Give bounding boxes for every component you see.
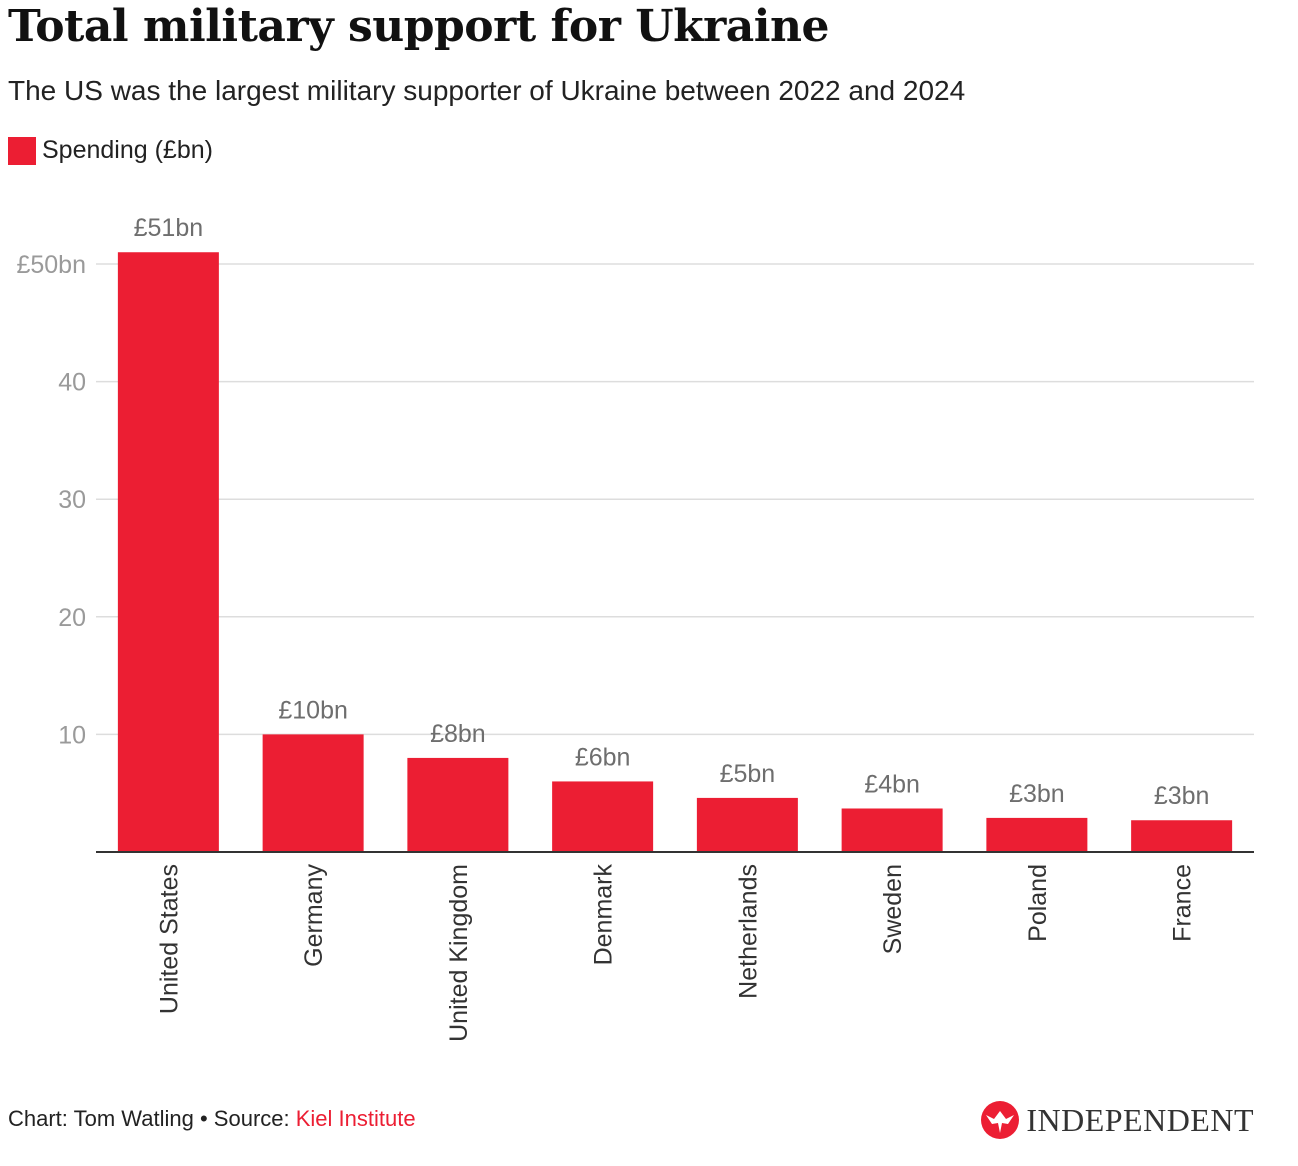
chart-credit: Chart: Tom Watling [8,1106,194,1131]
bar [117,252,219,853]
brand-name: INDEPENDENT [1026,1101,1254,1138]
bar-value-label: £4bn [864,770,920,798]
y-tick-label: £50bn [16,251,86,279]
source-prefix: Source: [213,1106,290,1131]
bar [407,757,509,852]
chart-title: Total military support for Ukraine [8,1,830,52]
y-tick-label: 40 [58,369,86,397]
legend-swatch [8,136,36,165]
legend-label: Spending (£bn) [42,136,213,164]
x-category-label: France [1169,864,1197,942]
bar [841,808,943,852]
x-category-label: Denmark [590,864,618,966]
footer: Chart: Tom Watling • Source: Kiel Instit… [8,1106,416,1132]
x-category-label: Germany [300,864,328,967]
eagle-logo-icon [981,1101,1020,1139]
bar-value-label: £3bn [1154,782,1210,810]
y-tick-label: 20 [58,604,86,632]
y-tick-label: 10 [58,721,86,749]
bar-value-label: £6bn [575,743,631,771]
y-tick-label: 30 [58,486,86,514]
brand-logo: INDEPENDENT [980,1100,1254,1140]
bar-value-label: £10bn [278,696,348,724]
x-category-label: Netherlands [734,864,762,999]
bar [1131,820,1233,852]
x-category-label: Poland [1024,864,1052,942]
bar [696,797,798,852]
x-category-label: Sweden [879,864,907,954]
x-category-label: United States [155,864,183,1014]
bar [552,781,654,852]
source-link[interactable]: Kiel Institute [295,1106,416,1131]
x-category-label: United Kingdom [445,864,473,1042]
bar-value-label: £5bn [720,760,776,788]
bar [986,817,1088,852]
legend: Spending (£bn) [8,136,213,165]
bar-value-label: £51bn [134,214,204,242]
bar [262,734,364,852]
footer-separator: • [199,1106,208,1131]
bar-value-label: £8bn [430,720,486,748]
chart-subtitle: The US was the largest military supporte… [8,75,966,106]
bar-value-label: £3bn [1009,780,1065,808]
